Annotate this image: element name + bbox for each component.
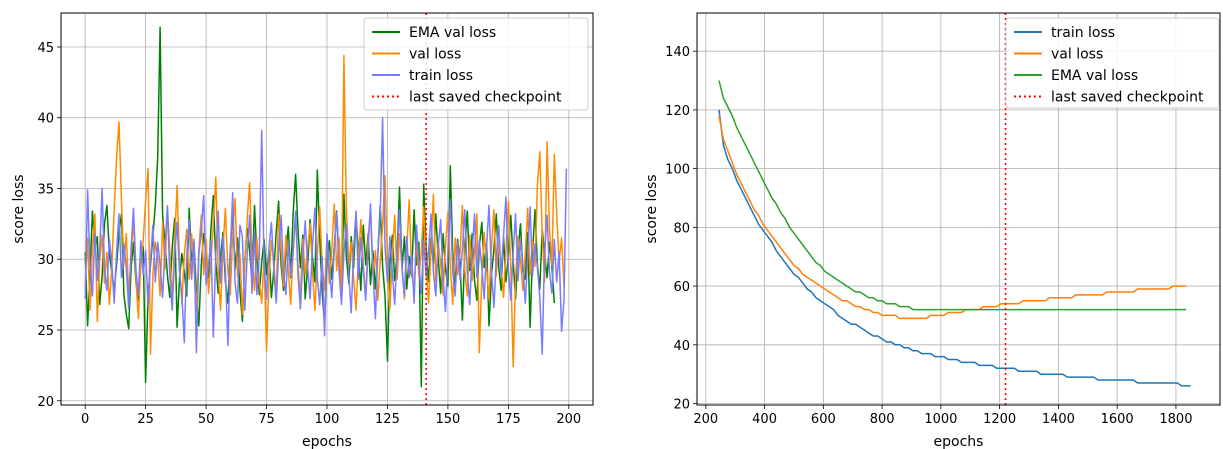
left-loss-chart: 0 25 50 75 100 125 150 175 200 20 25 30 35 40 45 epoch… <box>11 12 594 449</box>
x-tick-label: 600 <box>811 412 836 427</box>
right-loss-chart: 200 400 600 800 1000 1200 1400 1600 1800 20 40 60 80… <box>644 12 1221 449</box>
y-tick-label: 45 <box>37 41 54 56</box>
y-tick-label: 120 <box>665 104 690 119</box>
x-tick-label: 400 <box>752 412 777 427</box>
x-tick-label: 150 <box>435 412 460 427</box>
y-tick-label: 20 <box>673 398 690 413</box>
series-line-train-loss <box>84 116 568 355</box>
x-tick-label: 1600 <box>1101 412 1134 427</box>
x-tick-label: 1400 <box>1042 412 1075 427</box>
x-tick-label: 50 <box>198 412 215 427</box>
x-tick-label: 200 <box>693 412 718 427</box>
y-tick-label: 20 <box>37 395 54 410</box>
series-line-ema-val-loss <box>718 80 1187 311</box>
y-axis-label: score loss <box>11 174 27 243</box>
legend-label: val loss <box>409 47 461 63</box>
y-tick-label: 60 <box>673 280 690 295</box>
y-tick-label: 40 <box>37 112 54 127</box>
legend-label: EMA val loss <box>409 25 496 41</box>
ticks: 0 25 50 75 100 125 150 175 200 20 25 30 35 40 45 <box>37 41 581 427</box>
y-axis-label: score loss <box>644 174 660 243</box>
x-axis-label: epochs <box>934 434 984 449</box>
legend-label: train loss <box>1051 25 1115 41</box>
y-tick-label: 40 <box>673 339 690 354</box>
y-tick-label: 100 <box>665 163 690 178</box>
y-tick-label: 30 <box>37 253 54 268</box>
series-line-val-loss <box>84 54 565 368</box>
legend: train loss val loss EMA val loss last saved… <box>1005 17 1220 109</box>
legend-label: train loss <box>409 68 473 84</box>
legend-box <box>363 17 589 111</box>
ticks: 200 400 600 800 1000 1200 1400 1600 1800 20 40 60 80… <box>665 45 1192 427</box>
x-tick-label: 100 <box>315 412 340 427</box>
legend-label: last saved checkpoint <box>409 90 562 106</box>
legend-box <box>1005 17 1220 109</box>
y-tick-label: 25 <box>37 324 54 339</box>
x-tick-label: 75 <box>258 412 275 427</box>
x-tick-label: 125 <box>375 412 400 427</box>
y-tick-label: 35 <box>37 182 54 197</box>
x-tick-label: 1000 <box>924 412 957 427</box>
x-tick-label: 0 <box>81 412 89 427</box>
x-tick-label: 1200 <box>983 412 1016 427</box>
legend-label: EMA val loss <box>1051 68 1138 84</box>
y-tick-label: 80 <box>673 221 690 236</box>
x-tick-label: 200 <box>556 412 581 427</box>
y-tick-label: 140 <box>665 45 690 60</box>
legend: EMA val loss val loss train loss last saved… <box>363 17 589 111</box>
x-tick-label: 800 <box>870 412 895 427</box>
series-line-train-loss <box>718 109 1191 387</box>
series-line-val-loss <box>718 115 1187 320</box>
x-tick-label: 175 <box>496 412 521 427</box>
legend-label: val loss <box>1051 47 1103 63</box>
legend-label: last saved checkpoint <box>1051 90 1204 106</box>
x-tick-label: 25 <box>137 412 154 427</box>
x-tick-label: 1800 <box>1159 412 1192 427</box>
plot-frame <box>696 12 1221 406</box>
x-axis-label: epochs <box>302 434 352 449</box>
